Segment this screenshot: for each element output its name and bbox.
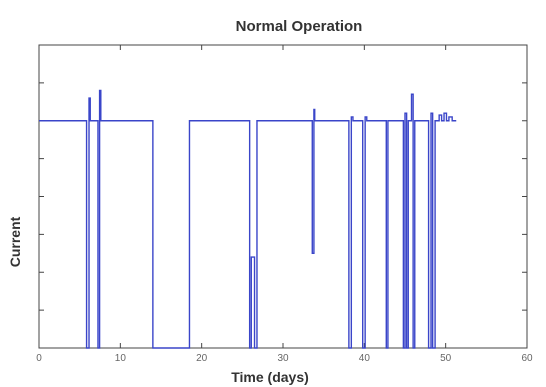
x-tick-label: 40 xyxy=(359,353,371,364)
series-line xyxy=(39,89,457,349)
y-axis-label: Current xyxy=(7,216,23,267)
x-axis-label: Time (days) xyxy=(231,369,309,385)
x-tick-labels: 0 10 20 30 40 50 60 xyxy=(36,353,533,364)
plot-frame xyxy=(38,44,528,349)
chart-title: Normal Operation xyxy=(236,18,363,35)
x-tick-label: 0 xyxy=(36,353,42,364)
x-tick-label: 10 xyxy=(115,353,127,364)
x-tick-label: 30 xyxy=(277,353,289,364)
x-tick-label: 60 xyxy=(521,353,533,364)
x-tick-label: 50 xyxy=(440,353,452,364)
x-tick-label: 20 xyxy=(196,353,208,364)
ticks xyxy=(38,45,528,348)
